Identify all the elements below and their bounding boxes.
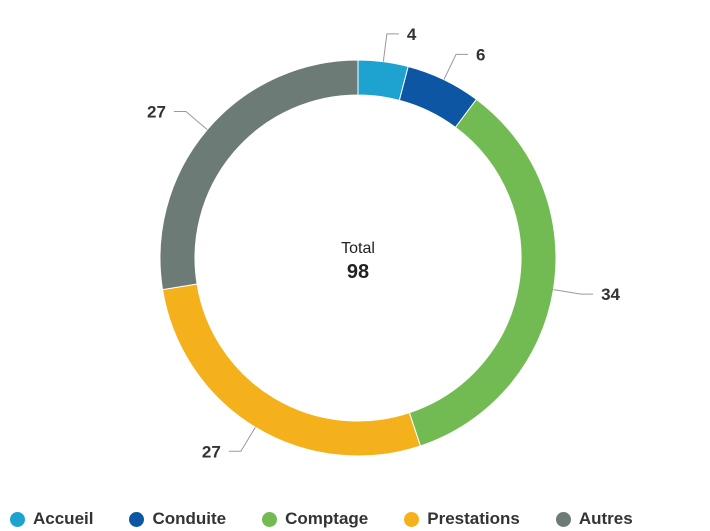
legend-marker-icon	[555, 511, 571, 527]
legend-marker-icon	[10, 511, 25, 527]
leader-lines	[173, 33, 594, 452]
center-total-label: Total	[341, 240, 375, 257]
slice-autres[interactable]	[159, 59, 359, 291]
legend-marker-icon	[129, 511, 145, 527]
data-label-accueil: 4	[407, 25, 417, 44]
data-label-conduite: 6	[476, 45, 485, 64]
slice-comptage[interactable]	[408, 98, 557, 447]
donut-slices	[159, 59, 557, 457]
data-label-prestations: 27	[202, 442, 221, 461]
center-total-value: 98	[347, 261, 369, 283]
leader-line-conduite	[443, 53, 469, 80]
legend-item-conduite[interactable]: Conduite	[129, 509, 226, 529]
chart-legend: Accueil Conduite Comptage Prestations Autres	[0, 508, 710, 530]
data-label-comptage: 34	[601, 285, 620, 304]
data-labels: 4 6 34 27 27	[147, 25, 621, 461]
leader-line-autres	[173, 111, 208, 131]
slice-prestations[interactable]	[161, 283, 422, 457]
legend-label: Conduite	[152, 509, 227, 528]
legend-item-prestations[interactable]: Prestations	[404, 509, 520, 529]
legend-label: Autres	[578, 509, 633, 528]
legend-item-comptage[interactable]: Comptage	[262, 509, 368, 529]
legend-marker-icon	[262, 511, 278, 527]
legend-label: Accueil	[33, 509, 94, 528]
leader-line-comptage	[553, 289, 594, 295]
legend-label: Comptage	[285, 509, 369, 528]
legend-item-autres[interactable]: Autres	[555, 509, 633, 529]
legend-item-accueil[interactable]: Accueil	[10, 509, 93, 529]
leader-line-prestations	[228, 427, 256, 452]
legend-label: Prestations	[427, 509, 520, 528]
data-label-autres: 27	[147, 103, 166, 122]
legend-marker-icon	[404, 511, 420, 527]
leader-line-accueil	[382, 33, 399, 62]
